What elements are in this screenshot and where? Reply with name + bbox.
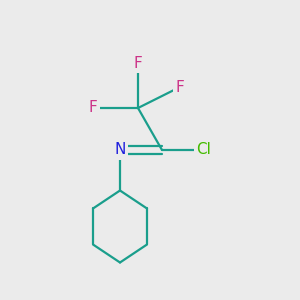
Text: F: F — [134, 56, 142, 70]
Text: F: F — [88, 100, 98, 116]
Text: N: N — [114, 142, 126, 158]
Text: Cl: Cl — [196, 142, 211, 158]
Text: F: F — [176, 80, 184, 94]
